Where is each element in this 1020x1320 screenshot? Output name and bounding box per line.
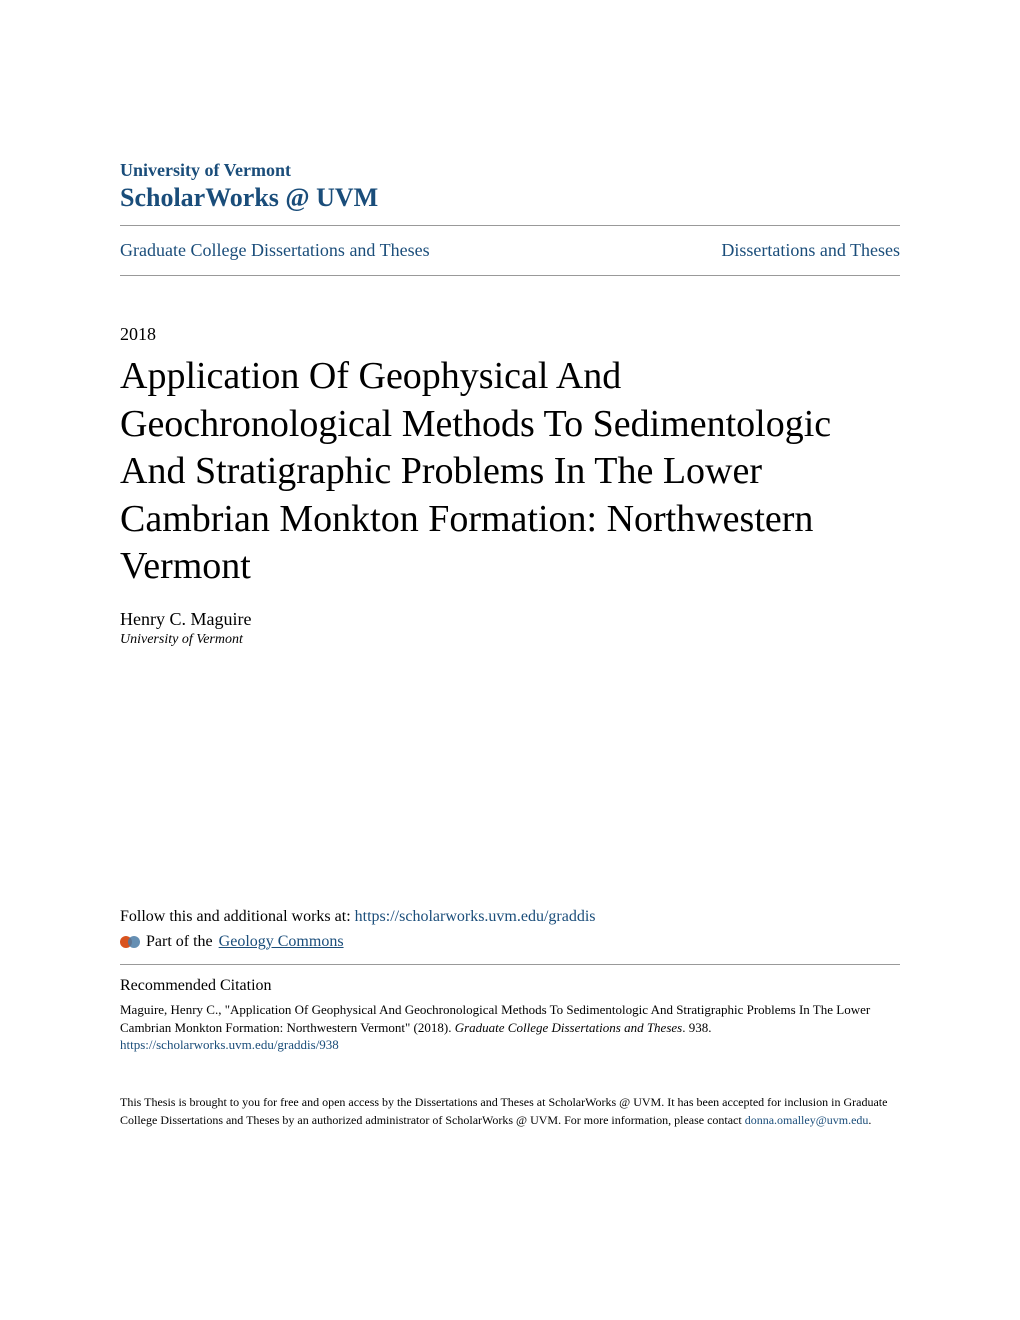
citation-link[interactable]: https://scholarworks.uvm.edu/graddis/938 bbox=[120, 1037, 900, 1053]
commons-link[interactable]: Geology Commons bbox=[219, 933, 344, 951]
citation-text: Maguire, Henry C., "Application Of Geoph… bbox=[120, 1001, 900, 1037]
citation-number: . 938. bbox=[682, 1020, 711, 1035]
citation-section: Recommended Citation Maguire, Henry C., … bbox=[120, 977, 900, 1053]
divider-bottom bbox=[120, 275, 900, 276]
divider-citation bbox=[120, 964, 900, 965]
citation-heading: Recommended Citation bbox=[120, 977, 900, 995]
part-of-prefix: Part of the bbox=[146, 933, 213, 951]
repository-name[interactable]: ScholarWorks @ UVM bbox=[120, 183, 900, 213]
follow-prefix: Follow this and additional works at: bbox=[120, 908, 355, 925]
part-of-line: Part of the Geology Commons bbox=[120, 932, 900, 952]
follow-section: Follow this and additional works at: htt… bbox=[120, 908, 900, 952]
author-affiliation: University of Vermont bbox=[120, 632, 900, 648]
author-name: Henry C. Maguire bbox=[120, 609, 900, 630]
footer-period: . bbox=[868, 1113, 871, 1127]
university-name: University of Vermont bbox=[120, 160, 900, 181]
follow-link[interactable]: https://scholarworks.uvm.edu/graddis bbox=[355, 908, 596, 925]
collection-link[interactable]: Graduate College Dissertations and These… bbox=[120, 240, 430, 261]
publication-year: 2018 bbox=[120, 324, 900, 345]
nav-row: Graduate College Dissertations and These… bbox=[120, 226, 900, 275]
paper-title: Application Of Geophysical And Geochrono… bbox=[120, 353, 900, 591]
follow-line: Follow this and additional works at: htt… bbox=[120, 908, 900, 926]
footer-contact-link[interactable]: donna.omalley@uvm.edu bbox=[745, 1113, 869, 1127]
header: University of Vermont ScholarWorks @ UVM bbox=[120, 160, 900, 213]
parent-collection-link[interactable]: Dissertations and Theses bbox=[721, 240, 900, 261]
network-icon bbox=[120, 932, 140, 952]
footer-text: This Thesis is brought to you for free a… bbox=[120, 1093, 900, 1129]
citation-series: Graduate College Dissertations and These… bbox=[455, 1020, 683, 1035]
